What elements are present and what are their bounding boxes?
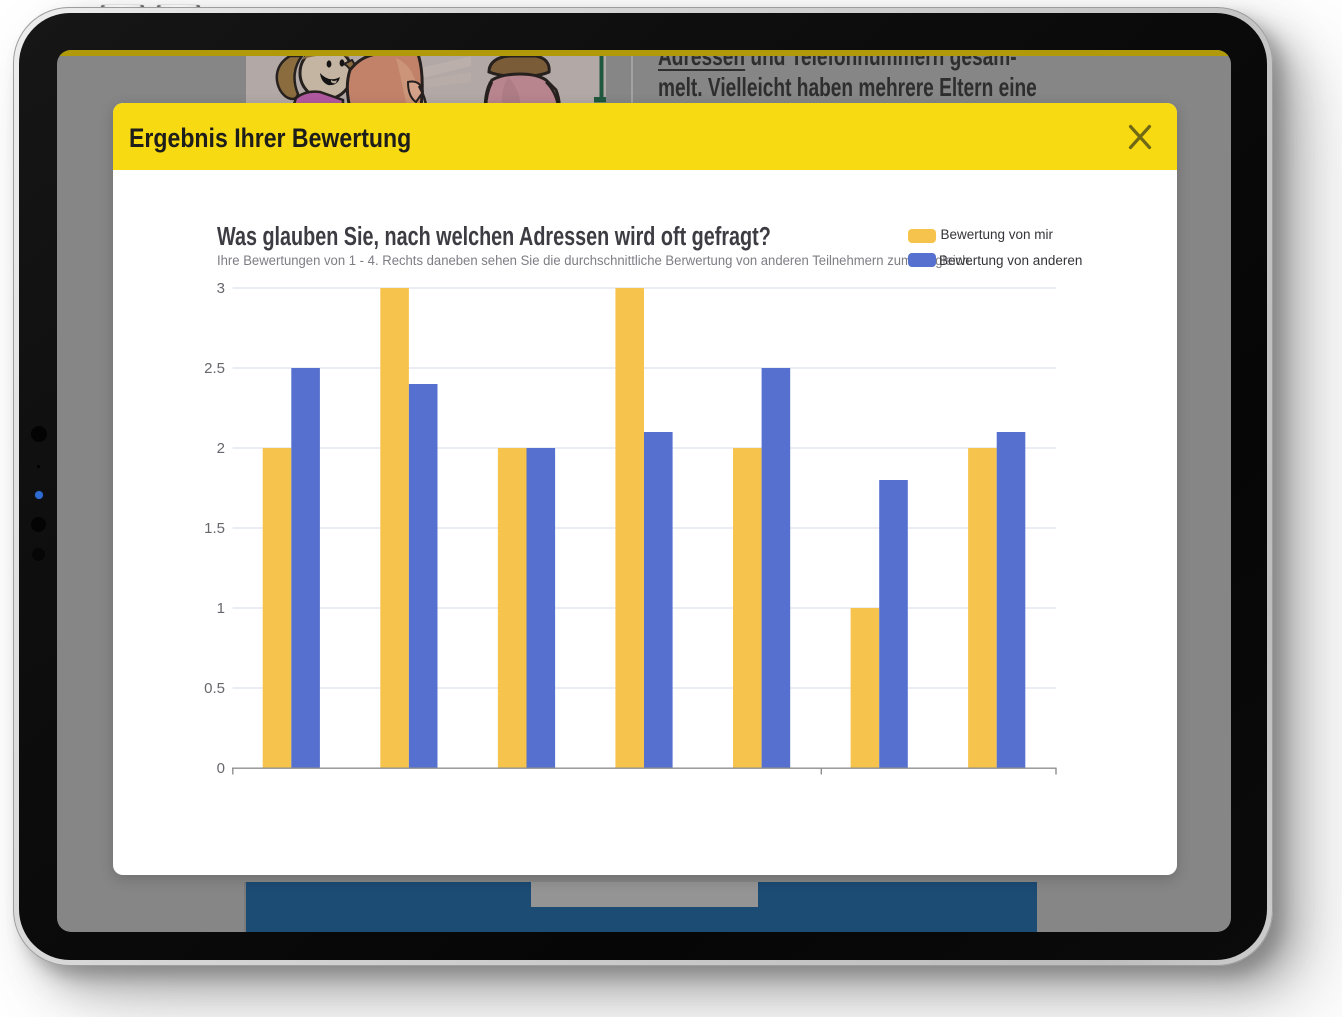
svg-text:2: 2 (216, 440, 224, 457)
svg-text:1.5: 1.5 (204, 520, 225, 537)
svg-text:2.5: 2.5 (204, 360, 225, 377)
svg-text:0.5: 0.5 (204, 680, 225, 697)
svg-text:3: 3 (216, 280, 224, 297)
svg-text:0: 0 (216, 760, 224, 777)
svg-text:1: 1 (216, 600, 224, 617)
